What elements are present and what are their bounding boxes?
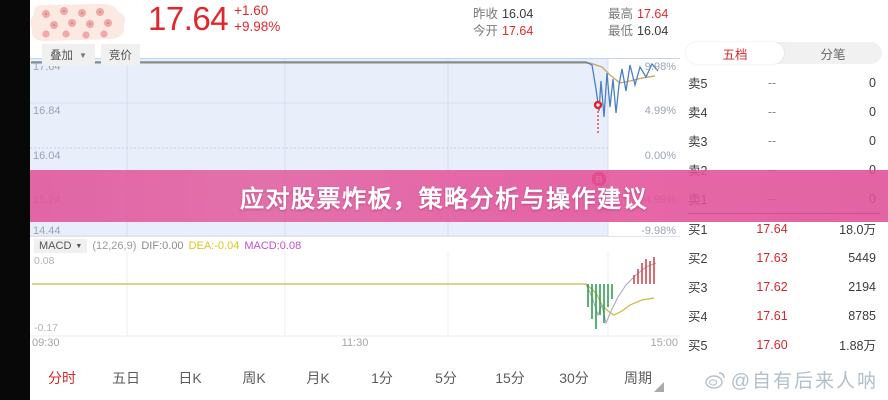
pct-axis-label-4: -9.98% xyxy=(641,225,676,237)
order-book-tabs: 五档 分笔 xyxy=(686,42,882,64)
tab-ticks[interactable]: 分笔 xyxy=(820,47,846,62)
stat-column-close-open: 昨收 16.04 今开 17.64 xyxy=(473,6,533,40)
pct-axis-label-3: -4.99% xyxy=(641,194,676,206)
auction-button[interactable]: 竞价 xyxy=(100,44,140,66)
macd-name: MACD xyxy=(39,240,72,252)
macd-chart[interactable]: MACD ▼ (12,26,9) DIF:0.00 DEA:-0.04 MACD… xyxy=(30,236,680,337)
macd-value: MACD:0.08 xyxy=(244,240,302,252)
buy-marker-badge[interactable]: B xyxy=(590,170,608,193)
time-axis-end: 15:00 xyxy=(650,337,678,349)
ask-row-4[interactable]: 卖4 -- 0 xyxy=(688,104,876,121)
time-axis-start: 09:30 xyxy=(32,337,60,349)
tab-weekly-k[interactable]: 周K xyxy=(242,370,266,386)
tab-five-day[interactable]: 五日 xyxy=(112,370,140,386)
ask-row-1[interactable]: 卖1 -- 0 xyxy=(688,191,876,208)
tab-5min[interactable]: 5分 xyxy=(435,370,457,386)
watermark: @自有后来人呐 xyxy=(705,366,878,393)
time-axis-middle: 11:30 xyxy=(341,337,369,349)
ask-row-5[interactable]: 卖5 -- 0 xyxy=(688,75,876,92)
pig-sticker xyxy=(26,1,130,45)
y-axis-label-3: 15.24 xyxy=(33,194,61,206)
change-block: +1.60 +9.98% xyxy=(234,3,280,34)
intraday-price-chart[interactable]: B 17.64 16.84 16.04 15.24 14.44 9.98% 4.… xyxy=(30,58,680,237)
tab-period[interactable]: 周期 xyxy=(606,368,670,392)
macd-selector[interactable]: MACD ▼ xyxy=(34,239,88,253)
order-book-rows: 卖5 -- 0 卖4 -- 0 卖3 -- 0 卖2 -- 0 卖1 -- xyxy=(680,68,888,359)
change-percent: +9.98% xyxy=(234,18,281,34)
bid-row-1[interactable]: 买1 17.64 18.0万 xyxy=(688,221,876,238)
chevron-down-icon: ▼ xyxy=(79,50,87,60)
chart-tools: 叠加 ▼ 竞价 xyxy=(42,44,140,66)
y-axis-label-4: 14.44 xyxy=(33,225,61,237)
stat-column-high-low: 最高 17.64 最低 16.04 xyxy=(608,6,668,40)
stat-prev-close: 昨收 16.04 xyxy=(473,7,534,21)
pct-axis-label-1: 4.99% xyxy=(644,105,676,117)
order-book-panel: 五档 分笔 卖5 -- 0 卖4 -- 0 卖3 -- 0 卖2 -- 0 xyxy=(680,0,888,356)
change-absolute: +1.60 xyxy=(234,3,269,18)
weibo-icon xyxy=(705,371,725,389)
macd-params: (12,26,9) xyxy=(92,240,137,252)
last-price: 17.64 xyxy=(148,0,229,37)
bid-row-2[interactable]: 买2 17.63 5449 xyxy=(688,250,876,267)
tab-monthly-k[interactable]: 月K xyxy=(306,370,330,386)
pct-axis-label-0: 9.98% xyxy=(644,61,676,73)
stat-low: 最低 16.04 xyxy=(608,24,669,38)
stat-high: 最高 17.64 xyxy=(608,7,669,21)
ask-row-3[interactable]: 卖3 -- 0 xyxy=(688,133,876,150)
chart-svg xyxy=(30,59,659,237)
bid-row-4[interactable]: 买4 17.61 8785 xyxy=(688,308,876,325)
overlay-button[interactable]: 叠加 ▼ xyxy=(42,44,95,66)
y-axis-label-1: 16.84 xyxy=(33,105,61,117)
pct-axis-label-2: 0.00% xyxy=(644,150,676,162)
macd-dea: DEA:-0.04 xyxy=(188,240,240,252)
chevron-down-icon: ▼ xyxy=(75,242,83,250)
tab-30min[interactable]: 30分 xyxy=(559,370,589,386)
macd-header: MACD ▼ (12,26,9) DIF:0.00 DEA:-0.04 MACD… xyxy=(34,239,301,253)
tab-five-levels[interactable]: 五档 xyxy=(686,42,784,64)
bid-row-3[interactable]: 买3 17.62 2194 xyxy=(688,279,876,296)
ask-row-2[interactable]: 卖2 -- 0 xyxy=(688,162,876,179)
macd-y-bottom: -0.17 xyxy=(34,322,58,334)
svg-text:B: B xyxy=(596,175,603,186)
y-axis-label-2: 16.04 xyxy=(33,150,61,162)
tab-daily-k[interactable]: 日K xyxy=(178,370,202,386)
tab-1min[interactable]: 1分 xyxy=(371,370,393,386)
auction-label: 竞价 xyxy=(108,50,132,62)
bid-row-5[interactable]: 买5 17.60 1.88万 xyxy=(688,337,876,354)
stat-open: 今开 17.64 xyxy=(473,24,534,38)
overlay-label: 叠加 xyxy=(50,50,73,62)
tab-15min[interactable]: 15分 xyxy=(495,370,525,386)
watermark-handle: @自有后来人呐 xyxy=(730,371,878,392)
tab-intraday[interactable]: 分时 xyxy=(48,370,76,386)
time-axis: 09:30 11:30 15:00 xyxy=(30,336,680,354)
macd-svg xyxy=(30,251,680,337)
macd-dif: DIF:0.00 xyxy=(141,240,184,252)
macd-y-top: 0.08 xyxy=(34,255,55,267)
timeframe-tabbar: 分时 五日 日K 周K 月K 1分 5分 15分 30分 周期 xyxy=(30,356,888,400)
left-black-bar xyxy=(0,0,30,400)
price-block: 17.64 +1.60 +9.98% xyxy=(148,0,280,38)
